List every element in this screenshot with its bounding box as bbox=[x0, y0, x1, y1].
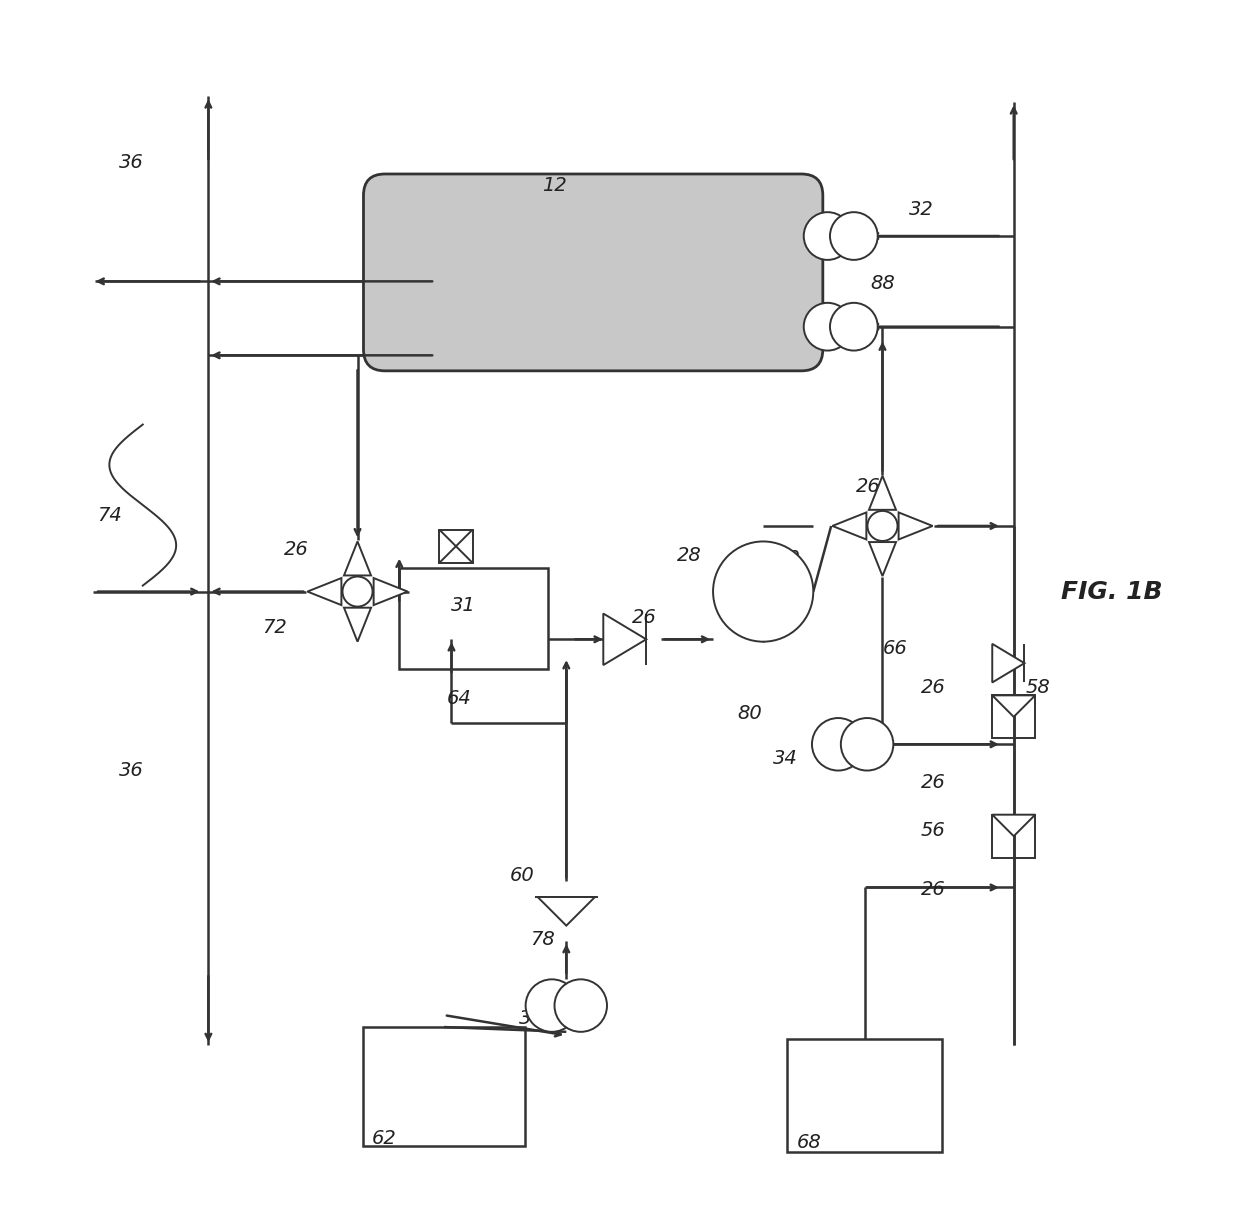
Text: 58: 58 bbox=[1025, 677, 1050, 696]
Text: 66: 66 bbox=[883, 640, 908, 658]
Polygon shape bbox=[832, 513, 867, 540]
Text: 34: 34 bbox=[773, 750, 797, 768]
Text: FIG. 1B: FIG. 1B bbox=[1061, 579, 1163, 604]
Polygon shape bbox=[343, 607, 371, 642]
Circle shape bbox=[830, 303, 878, 350]
Polygon shape bbox=[992, 815, 1035, 836]
Text: 26: 26 bbox=[920, 772, 945, 792]
Text: 56: 56 bbox=[920, 821, 945, 840]
Text: 74: 74 bbox=[98, 506, 123, 525]
Polygon shape bbox=[899, 513, 932, 540]
Circle shape bbox=[868, 511, 898, 541]
Bar bbox=[992, 695, 1035, 739]
Text: 68: 68 bbox=[796, 1133, 821, 1153]
Bar bbox=[439, 530, 472, 562]
Text: 80: 80 bbox=[737, 704, 761, 723]
Text: 26: 26 bbox=[284, 541, 309, 559]
Bar bbox=[992, 815, 1035, 858]
Text: 60: 60 bbox=[510, 867, 534, 885]
Polygon shape bbox=[992, 695, 1035, 717]
Text: 12: 12 bbox=[542, 176, 567, 196]
Circle shape bbox=[841, 718, 893, 770]
Circle shape bbox=[342, 577, 372, 607]
Circle shape bbox=[526, 979, 578, 1032]
Text: 88: 88 bbox=[870, 274, 895, 293]
Circle shape bbox=[830, 212, 878, 260]
Text: 70: 70 bbox=[775, 549, 800, 567]
Polygon shape bbox=[869, 542, 897, 576]
Text: 62: 62 bbox=[372, 1129, 397, 1148]
Polygon shape bbox=[308, 578, 341, 605]
Text: 31: 31 bbox=[450, 596, 475, 616]
Circle shape bbox=[713, 542, 813, 642]
Text: 72: 72 bbox=[262, 618, 286, 637]
Text: 36: 36 bbox=[119, 762, 144, 780]
Circle shape bbox=[554, 979, 608, 1032]
Text: 28: 28 bbox=[677, 547, 702, 565]
Bar bbox=[787, 1039, 942, 1153]
Text: 26: 26 bbox=[920, 880, 945, 899]
Text: 34: 34 bbox=[518, 1009, 543, 1028]
Text: 26: 26 bbox=[632, 608, 657, 628]
Polygon shape bbox=[604, 613, 646, 665]
Polygon shape bbox=[538, 897, 595, 926]
Polygon shape bbox=[869, 476, 897, 509]
Circle shape bbox=[804, 303, 852, 350]
Text: 64: 64 bbox=[446, 689, 471, 709]
Text: 32: 32 bbox=[909, 200, 934, 220]
Polygon shape bbox=[992, 643, 1024, 682]
Polygon shape bbox=[343, 542, 371, 576]
Text: 78: 78 bbox=[531, 931, 556, 950]
Text: 36: 36 bbox=[119, 152, 144, 171]
Text: 26: 26 bbox=[857, 477, 880, 496]
FancyBboxPatch shape bbox=[363, 174, 823, 371]
Circle shape bbox=[804, 212, 852, 260]
Bar bbox=[399, 567, 548, 669]
Bar bbox=[363, 1027, 525, 1147]
Circle shape bbox=[812, 718, 864, 770]
Text: 26: 26 bbox=[920, 677, 945, 696]
Polygon shape bbox=[373, 578, 408, 605]
